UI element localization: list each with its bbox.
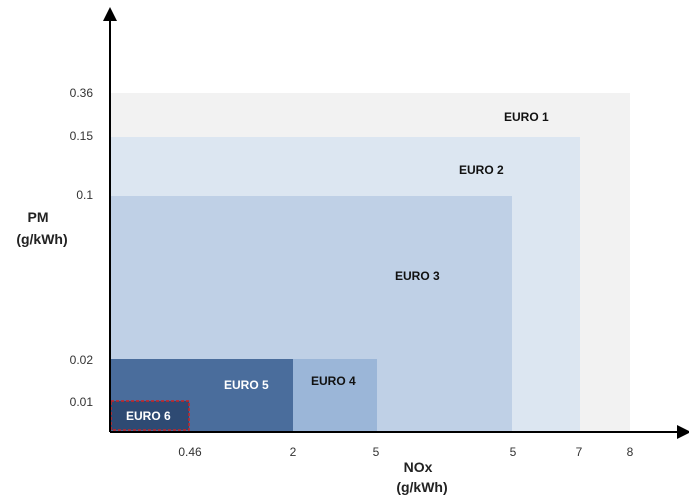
x-tick-label: 5 [373, 445, 380, 459]
x-tick-labels: 0.46 2 5 5 7 8 [178, 445, 633, 459]
y-tick-label: 0.01 [70, 395, 94, 409]
x-tick-label: 7 [576, 445, 583, 459]
y-tick-label: 0.36 [70, 86, 94, 100]
label-euro-3: EURO 3 [395, 269, 440, 283]
y-tick-label: 0.15 [70, 129, 94, 143]
x-tick-label: 8 [627, 445, 634, 459]
y-axis-title: PM (g/kWh) [16, 209, 67, 247]
regions-group [110, 93, 630, 432]
label-euro-2: EURO 2 [459, 163, 504, 177]
x-axis-title: NOx (g/kWh) [396, 459, 447, 495]
label-euro-5: EURO 5 [224, 378, 269, 392]
x-tick-label: 5 [510, 445, 517, 459]
y-tick-labels: 0.36 0.15 0.1 0.02 0.01 [70, 86, 94, 409]
x-tick-label: 0.46 [178, 445, 202, 459]
label-euro-4: EURO 4 [311, 374, 356, 388]
region-labels-group: EURO 1 EURO 2 EURO 3 EURO 4 EURO 5 EURO … [126, 110, 549, 423]
x-tick-label: 2 [290, 445, 297, 459]
y-axis-title-line1: PM [28, 209, 49, 225]
y-tick-label: 0.02 [70, 353, 94, 367]
x-axis-title-line2: (g/kWh) [396, 479, 447, 495]
region-euro-6 [110, 400, 190, 431]
label-euro-1: EURO 1 [504, 110, 549, 124]
x-axis-title-line1: NOx [404, 459, 433, 475]
y-tick-label: 0.1 [76, 188, 93, 202]
y-axis-title-line2: (g/kWh) [16, 231, 67, 247]
label-euro-6: EURO 6 [126, 409, 171, 423]
